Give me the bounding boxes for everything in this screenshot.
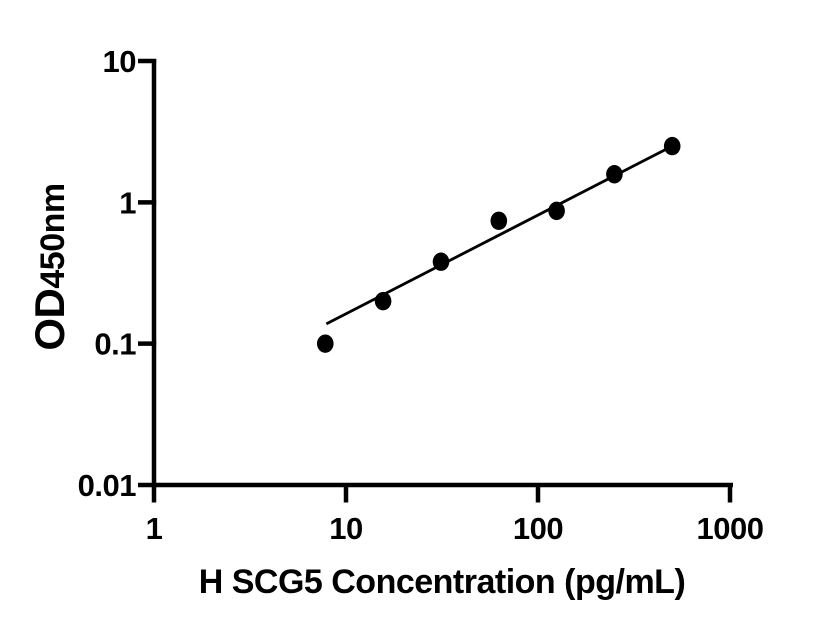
ticks [138, 58, 733, 503]
data-point [316, 334, 334, 353]
y-tick-label: 0.01 [78, 468, 137, 503]
y-tick-label: 1 [119, 185, 136, 220]
data-point [606, 165, 623, 184]
x-tick-label: 10 [329, 511, 362, 546]
data-point [432, 252, 450, 271]
x-tick-label: 1000 [697, 511, 764, 546]
x-tick-label: 100 [513, 511, 563, 546]
x-tick-label: 1 [146, 511, 163, 546]
x-axis-title: H SCG5 Concentration (pg/mL) [199, 563, 686, 601]
tick-labels: 10 1 0.1 0.01 1 10 100 1000 [78, 44, 764, 546]
y-tick-label: 0.1 [94, 327, 136, 362]
y-axis-title-sub: 450nm [34, 183, 72, 288]
data-point [374, 291, 392, 311]
data-point [663, 136, 681, 156]
data-point [490, 211, 508, 231]
y-tick-label: 10 [103, 44, 136, 79]
axes [151, 59, 733, 488]
y-axis-title: OD450nm [26, 183, 73, 350]
data-point [548, 201, 565, 221]
y-axis-title-main: OD [26, 289, 73, 351]
series-layer [316, 136, 681, 353]
